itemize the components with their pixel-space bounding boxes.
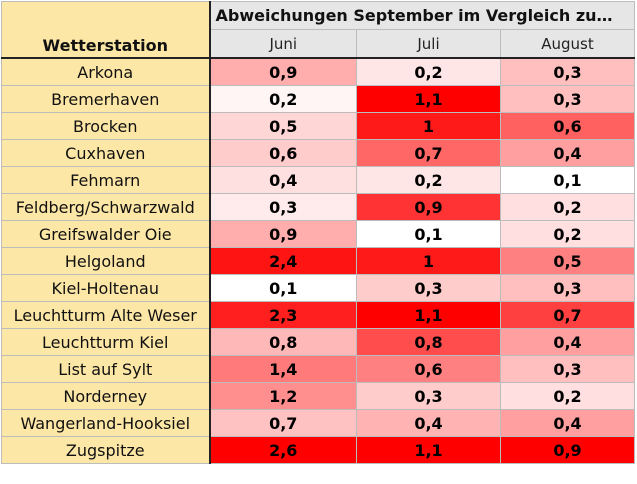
value-cell-juni: 0,9 bbox=[209, 57, 357, 86]
table-row: List auf Sylt 1,4 0,6 0,3 bbox=[1, 355, 635, 383]
month-header-juni: Juni bbox=[209, 29, 357, 59]
station-name: Feldberg/Schwarzwald bbox=[1, 193, 211, 221]
value-cell-juli: 1 bbox=[356, 247, 501, 275]
value-cell-august: 0,4 bbox=[500, 139, 635, 167]
value-cell-juli: 0,8 bbox=[356, 328, 501, 356]
station-name: List auf Sylt bbox=[1, 355, 211, 383]
value-cell-juni: 0,5 bbox=[209, 112, 357, 140]
value-cell-juli: 0,3 bbox=[356, 274, 501, 302]
station-name: Greifswalder Oie bbox=[1, 220, 211, 248]
station-name: Wangerland-Hooksiel bbox=[1, 409, 211, 437]
value-cell-august: 0,7 bbox=[500, 301, 635, 329]
value-cell-august: 0,3 bbox=[500, 274, 635, 302]
station-name: Leuchtturm Alte Weser bbox=[1, 301, 211, 329]
table-body: Arkona 0,9 0,2 0,3 Bremerhaven 0,2 1,1 0,3 Brock… bbox=[1, 57, 635, 464]
value-cell-juni: 0,4 bbox=[209, 166, 357, 194]
value-cell-juni: 0,6 bbox=[209, 139, 357, 167]
table-row: Feldberg/Schwarzwald 0,3 0,9 0,2 bbox=[1, 193, 635, 221]
value-cell-august: 0,5 bbox=[500, 247, 635, 275]
table-row: Bremerhaven 0,2 1,1 0,3 bbox=[1, 85, 635, 113]
table-row: Leuchtturm Kiel 0,8 0,8 0,4 bbox=[1, 328, 635, 356]
value-cell-juli: 0,2 bbox=[356, 57, 501, 86]
value-cell-juli: 0,2 bbox=[356, 166, 501, 194]
value-cell-juni: 0,7 bbox=[209, 409, 357, 437]
value-cell-juli: 0,6 bbox=[356, 355, 501, 383]
value-cell-august: 0,3 bbox=[500, 85, 635, 113]
value-cell-juni: 2,4 bbox=[209, 247, 357, 275]
value-cell-juli: 0,1 bbox=[356, 220, 501, 248]
value-cell-juni: 0,8 bbox=[209, 328, 357, 356]
value-cell-august: 0,2 bbox=[500, 220, 635, 248]
value-cell-juni: 1,2 bbox=[209, 382, 357, 410]
value-cell-august: 0,2 bbox=[500, 382, 635, 410]
month-header-august: August bbox=[500, 29, 635, 59]
value-cell-juli: 1,1 bbox=[356, 301, 501, 329]
value-cell-juni: 2,3 bbox=[209, 301, 357, 329]
station-name: Kiel-Holtenau bbox=[1, 274, 211, 302]
value-cell-juni: 0,2 bbox=[209, 85, 357, 113]
table-row: Norderney 1,2 0,3 0,2 bbox=[1, 382, 635, 410]
value-cell-juli: 0,9 bbox=[356, 193, 501, 221]
value-cell-juni: 0,1 bbox=[209, 274, 357, 302]
station-name: Helgoland bbox=[1, 247, 211, 275]
table-title: Abweichungen September im Vergleich zu… bbox=[209, 1, 635, 30]
value-cell-juli: 0,3 bbox=[356, 382, 501, 410]
value-cell-juni: 2,6 bbox=[209, 436, 357, 464]
table-row: Helgoland 2,4 1 0,5 bbox=[1, 247, 635, 275]
station-name: Norderney bbox=[1, 382, 211, 410]
table-row: Cuxhaven 0,6 0,7 0,4 bbox=[1, 139, 635, 167]
table-row: Leuchtturm Alte Weser 2,3 1,1 0,7 bbox=[1, 301, 635, 329]
station-name: Cuxhaven bbox=[1, 139, 211, 167]
value-cell-august: 0,9 bbox=[500, 436, 635, 464]
value-cell-juli: 1,1 bbox=[356, 85, 501, 113]
deviation-table: Wetterstation Abweichungen September im … bbox=[1, 1, 635, 464]
header-title-row: Wetterstation Abweichungen September im … bbox=[1, 1, 635, 59]
month-header-juli: Juli bbox=[356, 29, 501, 59]
value-cell-juli: 1,1 bbox=[356, 436, 501, 464]
table-row: Wangerland-Hooksiel 0,7 0,4 0,4 bbox=[1, 409, 635, 437]
table-row: Brocken 0,5 1 0,6 bbox=[1, 112, 635, 140]
value-cell-juli: 0,7 bbox=[356, 139, 501, 167]
value-cell-august: 0,4 bbox=[500, 409, 635, 437]
station-name: Bremerhaven bbox=[1, 85, 211, 113]
table-row: Fehmarn 0,4 0,2 0,1 bbox=[1, 166, 635, 194]
value-cell-august: 0,6 bbox=[500, 112, 635, 140]
table-row: Zugspitze 2,6 1,1 0,9 bbox=[1, 436, 635, 464]
value-cell-juni: 0,9 bbox=[209, 220, 357, 248]
value-cell-august: 0,2 bbox=[500, 193, 635, 221]
station-name: Fehmarn bbox=[1, 166, 211, 194]
table-row: Greifswalder Oie 0,9 0,1 0,2 bbox=[1, 220, 635, 248]
station-column-header: Wetterstation bbox=[1, 1, 211, 59]
station-name: Brocken bbox=[1, 112, 211, 140]
value-cell-august: 0,3 bbox=[500, 355, 635, 383]
header-month-row: Juni Juli August bbox=[2, 29, 635, 59]
table-row: Arkona 0,9 0,2 0,3 bbox=[1, 57, 635, 86]
station-name: Arkona bbox=[1, 57, 211, 86]
value-cell-juni: 0,3 bbox=[209, 193, 357, 221]
station-name: Leuchtturm Kiel bbox=[1, 328, 211, 356]
station-name: Zugspitze bbox=[1, 436, 211, 464]
value-cell-juni: 1,4 bbox=[209, 355, 357, 383]
value-cell-august: 0,1 bbox=[500, 166, 635, 194]
table-row: Kiel-Holtenau 0,1 0,3 0,3 bbox=[1, 274, 635, 302]
value-cell-juli: 1 bbox=[356, 112, 501, 140]
value-cell-august: 0,4 bbox=[500, 328, 635, 356]
value-cell-august: 0,3 bbox=[500, 57, 635, 86]
value-cell-juli: 0,4 bbox=[356, 409, 501, 437]
